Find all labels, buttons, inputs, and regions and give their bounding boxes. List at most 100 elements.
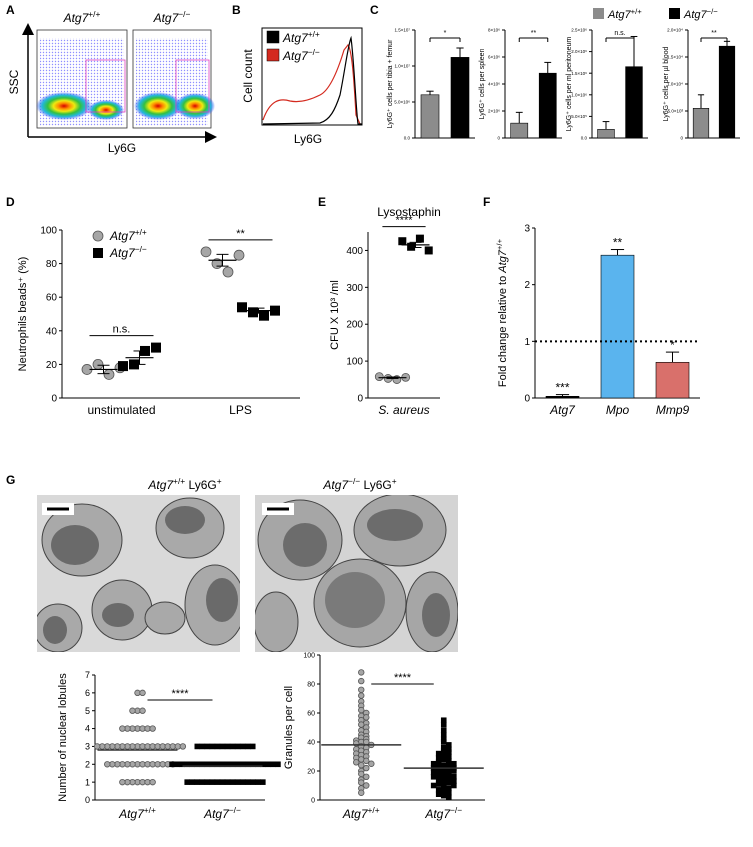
data-point	[358, 762, 365, 769]
data-point	[451, 774, 457, 780]
flow-plot	[36, 29, 128, 129]
y-tick-label: 20	[307, 768, 315, 775]
image-title-part: −/−	[348, 476, 360, 486]
data-point	[229, 761, 236, 768]
y-tick-label: 1.0×10⁴	[667, 82, 683, 87]
plot-title-part: −/−	[178, 9, 190, 19]
y-tick-label: 100	[40, 226, 57, 237]
y-tick-label: 2×10⁶	[488, 109, 500, 114]
data-point	[229, 779, 236, 785]
significance-label: ****	[171, 688, 189, 700]
y-tick-label: 200	[346, 320, 363, 331]
data-point	[445, 753, 452, 760]
y-tick-label: 5.0×10⁵	[571, 114, 587, 119]
data-point	[435, 791, 442, 797]
data-point	[358, 692, 365, 699]
data-point	[445, 766, 452, 773]
data-point	[209, 761, 216, 768]
x-tick-label: Atg7	[549, 403, 576, 417]
data-point	[415, 234, 424, 243]
data-point	[260, 761, 266, 768]
y-tick-label: 20	[46, 360, 58, 371]
data-point	[374, 372, 384, 382]
data-point	[204, 779, 211, 785]
histogram	[261, 27, 363, 126]
y-tick-label: 0	[357, 394, 363, 405]
data-point	[204, 761, 211, 768]
data-point	[440, 766, 447, 773]
data-point	[358, 669, 365, 676]
data-point	[435, 750, 442, 757]
x-tick-label-part: Mmp9	[656, 403, 690, 417]
data-point	[353, 759, 360, 766]
data-point	[451, 760, 457, 767]
y-tick-label: 300	[346, 283, 363, 294]
axis-label: Cell count	[241, 49, 255, 103]
y-tick-label: 7	[85, 670, 90, 680]
x-tick-label-part: Atg7	[118, 807, 145, 821]
data-point	[248, 307, 258, 318]
data-point	[199, 743, 206, 750]
y-tick-label: 0	[497, 136, 500, 141]
data-point	[118, 361, 128, 372]
significance-label: ****	[394, 672, 412, 684]
y-tick-label: 4	[85, 724, 90, 734]
legend-label-part: Atg7	[109, 229, 136, 243]
data-point	[209, 779, 216, 785]
data-point	[445, 749, 452, 755]
data-point	[363, 773, 370, 780]
significance-label: n.s.	[113, 324, 131, 336]
data-point	[239, 779, 246, 785]
data-point	[224, 743, 231, 750]
data-point	[435, 755, 442, 761]
y-tick-label: 8×10⁶	[488, 28, 500, 33]
y-tick-label: 100	[346, 357, 363, 368]
data-point	[435, 768, 442, 774]
y-tick-label: 1.5×10⁷	[394, 28, 410, 33]
x-tick-label: S. aureus	[378, 403, 429, 417]
x-tick-label-part: +/+	[144, 805, 156, 815]
data-point	[440, 739, 447, 745]
y-tick-label: 0	[524, 394, 530, 405]
bar	[655, 361, 690, 399]
data-point	[234, 743, 241, 750]
bar-label: ***	[555, 381, 569, 395]
data-point	[233, 249, 245, 261]
y-tick-label: 2.0×10⁶	[571, 49, 587, 54]
data-point	[139, 707, 146, 714]
data-point	[151, 342, 161, 353]
significance-label: ****	[395, 215, 413, 227]
y-tick-label: 0.0	[581, 136, 588, 141]
plot-title-part: Atg7	[63, 11, 90, 25]
data-point	[363, 764, 370, 772]
data-point	[119, 725, 126, 732]
x-tick-label-part: +/+	[368, 805, 380, 815]
panel-letter: D	[6, 195, 15, 209]
data-point	[368, 760, 375, 767]
data-point	[440, 762, 447, 768]
data-point	[440, 747, 447, 754]
y-tick-label: 5	[85, 706, 90, 716]
data-point	[445, 758, 452, 764]
data-point	[254, 761, 261, 768]
data-point	[440, 779, 447, 786]
data-point	[398, 237, 407, 246]
axis-label: Ly6G	[294, 132, 322, 146]
bar-label: *	[670, 338, 675, 352]
legend-label: Atg7+/+	[282, 29, 320, 45]
data-point	[249, 779, 256, 785]
bar	[600, 254, 635, 399]
y-tick-label: 1	[85, 777, 90, 787]
y-tick-label: 1.0×10⁷	[394, 64, 410, 69]
y-axis-label: Number of nuclear lobules	[57, 673, 69, 802]
y-axis-label: Neutrophils beads⁺ (%)	[17, 257, 29, 372]
bar	[625, 66, 643, 139]
y-axis-label: Ly6G⁺ cells per ml peritoneum	[566, 37, 573, 132]
data-point	[224, 761, 231, 768]
data-point	[149, 778, 156, 786]
data-point	[435, 759, 442, 766]
x-tick-label: Atg7+/+	[118, 805, 156, 821]
data-point	[239, 761, 246, 768]
